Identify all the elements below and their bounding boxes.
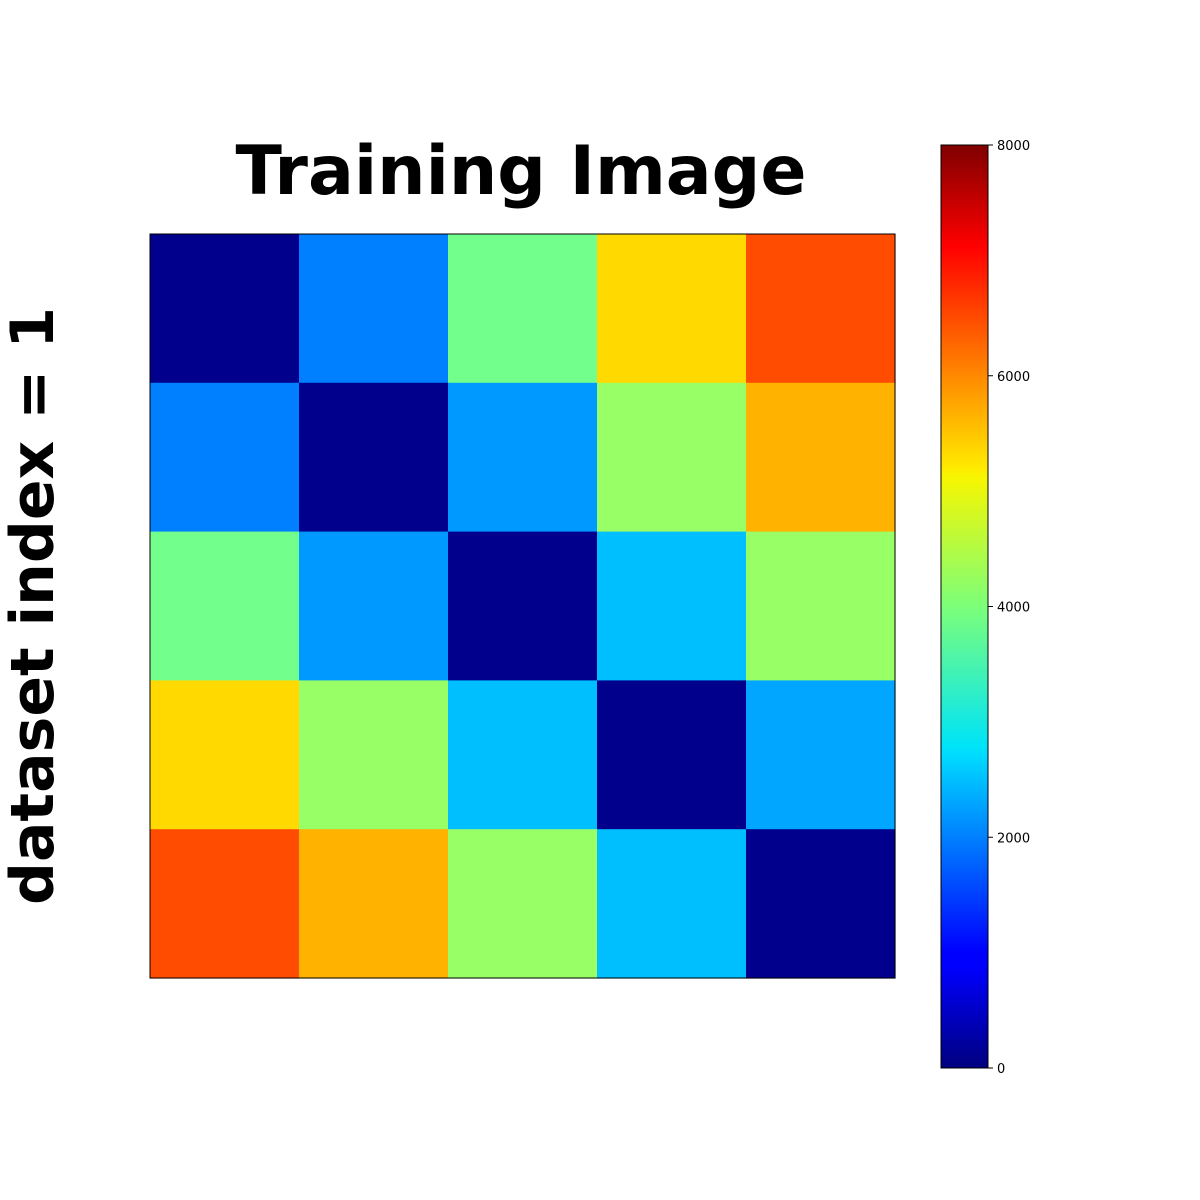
y-axis-label: dataset index = 1 [0, 307, 68, 905]
heatmap-cell-r2-c4 [597, 382, 747, 533]
colorbar-ticks: 0 2000 4000 6000 8000 [988, 139, 1030, 1077]
heatmap-cell-r4-c5 [746, 680, 896, 830]
heatmap-cell-r4-c4 [597, 680, 747, 830]
colorbar-tick-label: 0 [997, 1062, 1005, 1077]
heatmap-cell-r4-c1 [150, 680, 300, 830]
plot-frame [149, 233, 896, 979]
heatmap-cell-r5-c1 [150, 829, 300, 979]
colorbar-tick-label: 6000 [997, 370, 1030, 385]
heatmap-cell-r2-c5 [746, 382, 896, 533]
colorbar-tick-label: 8000 [997, 139, 1030, 154]
heatmap-cell-r3-c5 [746, 531, 896, 681]
heatmap-cell-r1-c4 [597, 234, 747, 384]
colorbar-tick-label: 2000 [997, 831, 1030, 846]
heatmap-cell-r3-c2 [299, 531, 449, 681]
heatmap-cell-r4-c3 [448, 680, 598, 830]
heatmap-cell-r1-c5 [746, 234, 896, 384]
heatmap-cell-r2-c1 [150, 382, 300, 533]
heatmap-cell-r3-c1 [150, 531, 300, 681]
heatmap-cells [150, 234, 896, 979]
heatmap-cell-r1-c3 [448, 234, 598, 384]
heatmap-cell-r3-c3 [448, 531, 598, 681]
heatmap-cell-r5-c4 [597, 829, 747, 979]
heatmap-cell-r1-c1 [150, 234, 300, 384]
colorbar: 0 2000 4000 6000 8000 [940, 139, 1030, 1077]
chart-title: Training Image [236, 132, 807, 211]
heatmap-cell-r5-c3 [448, 829, 598, 979]
colorbar-tick-label: 4000 [997, 601, 1030, 616]
heatmap-cell-r2-c3 [448, 382, 598, 533]
heatmap-cell-r1-c2 [299, 234, 449, 384]
heatmap-cell-r3-c4 [597, 531, 747, 681]
heatmap-cell-r5-c5 [746, 829, 896, 979]
heatmap-cell-r5-c2 [299, 829, 449, 979]
heatmap-cell-r4-c2 [299, 680, 449, 830]
heatmap-cell-r2-c2 [299, 382, 449, 533]
colorbar-gradient [940, 144, 989, 1069]
